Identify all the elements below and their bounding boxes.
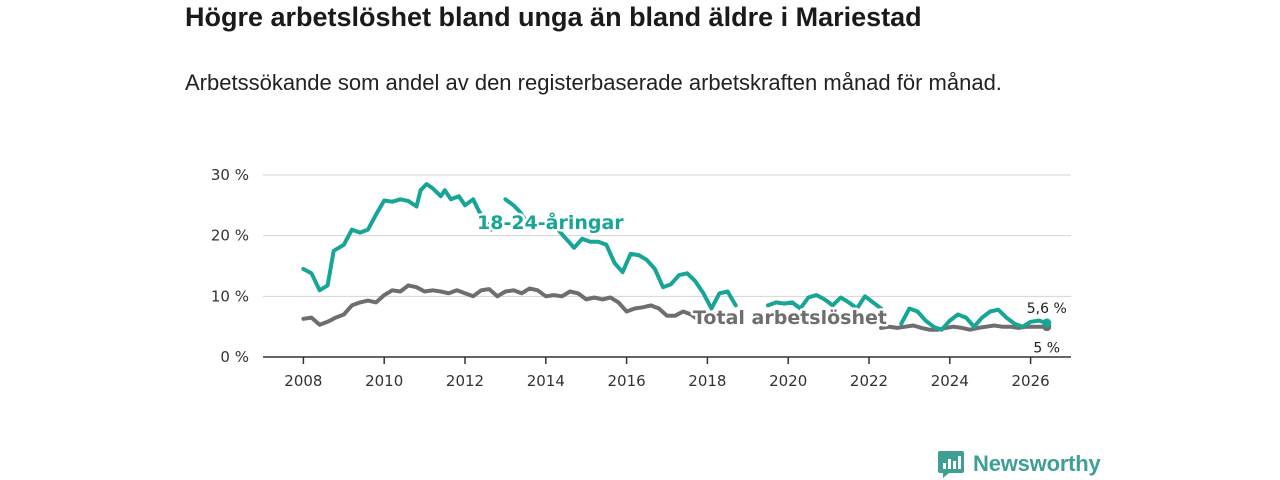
y-tick-label: 0 % bbox=[220, 348, 249, 366]
series-line-youth bbox=[301, 182, 1049, 332]
x-tick-label: 2012 bbox=[446, 372, 484, 390]
end-label-total: 5 % bbox=[1033, 341, 1060, 357]
series-label-total: Total arbetslöshet bbox=[693, 307, 887, 329]
x-tick-label: 2026 bbox=[1012, 372, 1050, 390]
axis-layer: 0 % 10 % 20 % 30 % 2008 2010 2012 2014 2016 2018 2… bbox=[211, 166, 1071, 390]
chart-subtitle: Arbetssökande som andel av den registerb… bbox=[185, 70, 1002, 95]
x-tick-label: 2022 bbox=[850, 372, 888, 390]
grid-layer bbox=[263, 174, 1071, 297]
x-tick-label: 2008 bbox=[284, 372, 322, 390]
y-tick-label: 10 % bbox=[211, 287, 249, 305]
newsworthy-logo-icon bbox=[938, 451, 964, 478]
series-line-total bbox=[301, 283, 1049, 332]
y-tick-label: 20 % bbox=[211, 227, 249, 245]
x-tick-label: 2010 bbox=[365, 372, 403, 390]
label-layer: 5,6 % 5 % 18-24-åringar Total arbetslöshet bbox=[475, 208, 1069, 359]
x-tick-label: 2020 bbox=[769, 372, 807, 390]
x-tick-label: 2018 bbox=[688, 372, 726, 390]
end-point-youth bbox=[1042, 318, 1052, 328]
series-label-youth: 18-24-åringar bbox=[477, 210, 624, 234]
x-tick-label: 2024 bbox=[931, 372, 969, 390]
x-tick-label: 2014 bbox=[527, 372, 565, 390]
brand-name: Newsworthy bbox=[973, 451, 1101, 476]
series-layer bbox=[301, 182, 1052, 332]
x-tick-label: 2016 bbox=[608, 372, 646, 390]
line-chart: 0 % 10 % 20 % 30 % 2008 2010 2012 2014 2016 2018 2… bbox=[211, 166, 1071, 390]
chart-title: Högre arbetslöshet bland unga än bland ä… bbox=[185, 2, 922, 32]
end-label-youth: 5,6 % bbox=[1027, 301, 1067, 317]
y-tick-label: 30 % bbox=[211, 166, 249, 184]
newsworthy-brand[interactable]: Newsworthy bbox=[937, 449, 1101, 479]
